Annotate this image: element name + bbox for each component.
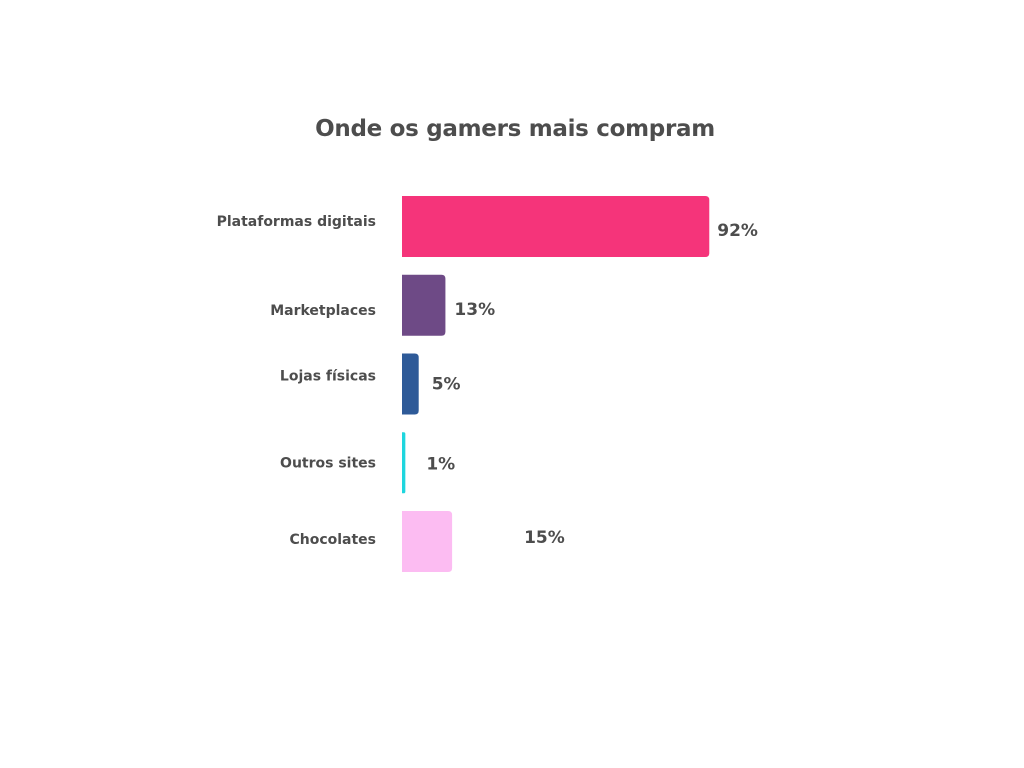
value-label-lojas-fisicas: 5% xyxy=(432,375,461,395)
value-label-plataformas-digitais: 92% xyxy=(717,221,758,241)
bars-layer xyxy=(402,196,710,572)
value-label-outros-sites: 1% xyxy=(426,454,455,474)
category-label-chocolates: Chocolates xyxy=(289,532,376,548)
bar-lojas-fisicas xyxy=(402,353,419,415)
category-label-plataformas-digitais: Plataformas digitais xyxy=(217,214,376,230)
category-label-outros-sites: Outros sites xyxy=(280,455,376,471)
chart-title: Onde os gamers mais compram xyxy=(315,116,715,142)
value-label-marketplaces: 13% xyxy=(454,300,495,320)
bar-plataformas-digitais xyxy=(402,196,710,257)
category-label-marketplaces: Marketplaces xyxy=(270,303,376,319)
bar-marketplaces xyxy=(402,274,446,336)
category-label-lojas-fisicas: Lojas físicas xyxy=(280,369,376,385)
labels-layer: Plataformas digitais 92% Marketplaces 13% Lo… xyxy=(217,214,758,548)
value-label-chocolates: 15% xyxy=(524,528,565,548)
bar-outros-sites xyxy=(402,432,406,494)
bar-chocolates xyxy=(402,511,453,572)
